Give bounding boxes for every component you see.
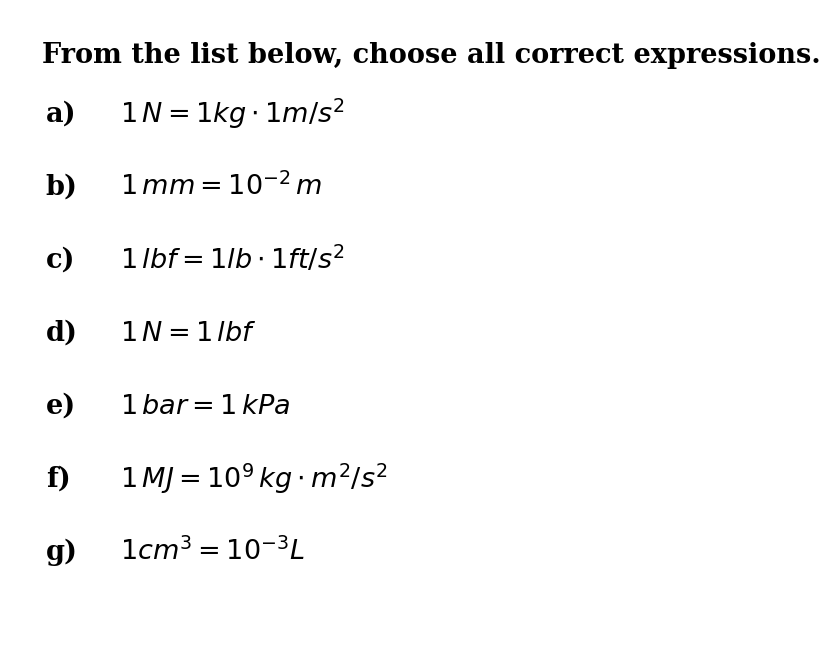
Text: $1cm^3 = 10^{-3}L$: $1cm^3 = 10^{-3}L$ xyxy=(120,538,306,567)
Text: $1\,mm = 10^{-2}\,m$: $1\,mm = 10^{-2}\,m$ xyxy=(120,173,322,201)
Text: $1\,N = 1\,lbf$: $1\,N = 1\,lbf$ xyxy=(120,319,257,347)
Text: From the list below, choose all correct expressions.: From the list below, choose all correct … xyxy=(42,42,820,69)
Text: e): e) xyxy=(46,393,76,420)
Text: g): g) xyxy=(46,539,78,566)
Text: c): c) xyxy=(46,246,75,274)
Text: a): a) xyxy=(46,100,76,128)
Text: f): f) xyxy=(46,466,71,493)
Text: $1\,lbf = 1lb \cdot 1ft/s^2$: $1\,lbf = 1lb \cdot 1ft/s^2$ xyxy=(120,245,345,275)
Text: b): b) xyxy=(46,173,78,201)
Text: $1\,bar = 1\,kPa$: $1\,bar = 1\,kPa$ xyxy=(120,393,291,420)
Text: $1\,N = 1kg \cdot 1m/s^2$: $1\,N = 1kg \cdot 1m/s^2$ xyxy=(120,97,346,131)
Text: d): d) xyxy=(46,319,78,347)
Text: $1\,MJ = 10^9\,kg \cdot m^2/s^2$: $1\,MJ = 10^9\,kg \cdot m^2/s^2$ xyxy=(120,462,388,496)
